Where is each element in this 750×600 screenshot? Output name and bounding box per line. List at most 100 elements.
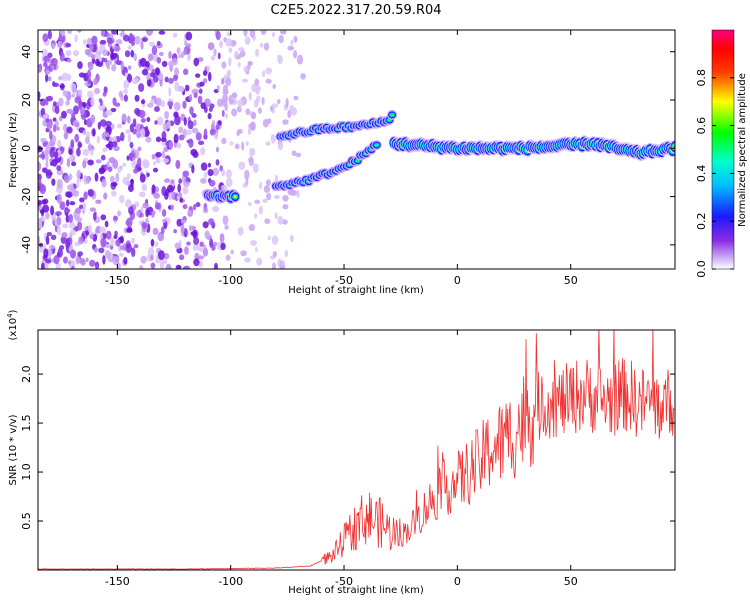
noise-speckle bbox=[273, 195, 280, 200]
noise-speckle bbox=[117, 210, 121, 217]
noise-speckle bbox=[118, 90, 123, 98]
noise-speckle bbox=[100, 214, 107, 221]
noise-speckle bbox=[285, 98, 289, 108]
noise-speckle bbox=[203, 171, 208, 179]
noise-speckle bbox=[284, 249, 289, 258]
snr-panel: -150 -100 -50 0 50 0.5 1.0 1.5 2.0 Height of str… bbox=[6, 309, 676, 596]
noise-speckle bbox=[183, 227, 188, 238]
noise-speckle bbox=[90, 96, 95, 107]
noise-speckle bbox=[107, 166, 113, 172]
noise-speckle bbox=[74, 34, 78, 43]
noise-speckle bbox=[103, 86, 108, 94]
noise-speckle bbox=[38, 66, 42, 73]
noise-speckle bbox=[279, 265, 286, 269]
noise-speckle bbox=[236, 106, 242, 113]
noise-speckle bbox=[69, 229, 77, 236]
noise-speckle bbox=[65, 239, 70, 249]
noise-speckle bbox=[60, 30, 66, 36]
noise-speckle bbox=[56, 225, 62, 236]
noise-speckle bbox=[72, 50, 80, 57]
noise-speckle bbox=[219, 233, 225, 243]
noise-speckle bbox=[125, 228, 133, 233]
noise-speckle bbox=[138, 265, 144, 269]
noise-speckle bbox=[122, 176, 130, 185]
noise-speckle bbox=[228, 47, 233, 54]
noise-speckle bbox=[222, 215, 229, 226]
noise-speckle bbox=[155, 151, 162, 158]
noise-speckle bbox=[123, 79, 130, 89]
snr-xlabel: Height of straight line (km) bbox=[288, 585, 424, 596]
noise-speckle bbox=[67, 260, 72, 265]
noise-speckle bbox=[213, 48, 217, 57]
noise-speckle bbox=[142, 160, 150, 169]
noise-speckle bbox=[234, 50, 239, 58]
noise-speckle bbox=[224, 224, 229, 230]
noise-speckle bbox=[165, 263, 172, 269]
noise-speckle bbox=[174, 242, 181, 250]
noise-speckle bbox=[107, 140, 114, 151]
noise-speckle bbox=[82, 148, 90, 156]
noise-speckle bbox=[168, 192, 172, 201]
snr-series-line bbox=[38, 330, 675, 570]
noise-speckle bbox=[279, 30, 286, 35]
noise-speckle bbox=[66, 158, 71, 168]
noise-speckle bbox=[243, 66, 249, 73]
noise-speckle bbox=[62, 256, 68, 264]
noise-speckle bbox=[237, 226, 244, 236]
noise-speckle bbox=[296, 54, 304, 65]
noise-speckle bbox=[93, 77, 99, 86]
signal-blob bbox=[390, 113, 394, 117]
noise-speckle bbox=[192, 243, 198, 251]
noise-speckle bbox=[261, 96, 265, 106]
noise-speckle bbox=[42, 113, 49, 119]
noise-speckle bbox=[282, 194, 289, 202]
noise-speckle bbox=[62, 223, 69, 229]
noise-speckle bbox=[248, 201, 252, 207]
noise-speckle bbox=[52, 101, 57, 107]
noise-speckle bbox=[210, 55, 216, 61]
noise-speckle bbox=[219, 40, 223, 49]
noise-speckle bbox=[59, 146, 65, 152]
noise-speckle bbox=[84, 136, 91, 145]
noise-speckle bbox=[111, 181, 118, 187]
snr-ytick-label: 1.5 bbox=[20, 414, 33, 432]
noise-speckle bbox=[71, 265, 75, 269]
noise-speckle bbox=[300, 73, 306, 80]
noise-speckle bbox=[250, 239, 257, 246]
noise-speckle bbox=[172, 32, 178, 38]
noise-speckle bbox=[151, 184, 156, 194]
noise-speckle bbox=[161, 218, 167, 223]
colorbar-tick-label: 0.0 bbox=[695, 260, 708, 278]
noise-speckle bbox=[221, 168, 226, 177]
noise-speckle bbox=[178, 134, 185, 141]
noise-speckle bbox=[88, 259, 96, 267]
noise-speckle bbox=[100, 154, 106, 161]
noise-speckle bbox=[271, 235, 279, 246]
noise-speckle bbox=[222, 84, 229, 94]
noise-speckle bbox=[118, 252, 124, 257]
noise-speckle bbox=[138, 83, 145, 92]
noise-speckle bbox=[158, 51, 164, 57]
spectrogram-panel: -150 -100 -50 0 50 -40 -20 0 20 40 Height of stra… bbox=[8, 29, 676, 296]
noise-speckle bbox=[90, 53, 96, 60]
noise-speckle bbox=[244, 169, 250, 180]
noise-speckle bbox=[53, 255, 60, 265]
noise-speckle bbox=[80, 106, 85, 116]
noise-speckle bbox=[182, 170, 190, 178]
noise-speckle bbox=[277, 54, 281, 64]
noise-speckle bbox=[46, 232, 53, 237]
noise-speckle bbox=[265, 141, 271, 146]
noise-speckle bbox=[87, 143, 93, 152]
noise-speckle bbox=[287, 45, 295, 51]
noise-speckle bbox=[245, 108, 251, 116]
noise-speckle bbox=[102, 227, 106, 234]
noise-speckle bbox=[65, 100, 70, 106]
noise-speckle bbox=[53, 124, 57, 133]
noise-speckle bbox=[47, 30, 52, 40]
noise-speckle bbox=[127, 133, 132, 143]
noise-speckle bbox=[59, 115, 63, 122]
noise-speckle bbox=[105, 59, 113, 66]
noise-speckle bbox=[150, 262, 156, 269]
noise-speckle bbox=[184, 84, 190, 92]
noise-speckle bbox=[141, 37, 149, 42]
